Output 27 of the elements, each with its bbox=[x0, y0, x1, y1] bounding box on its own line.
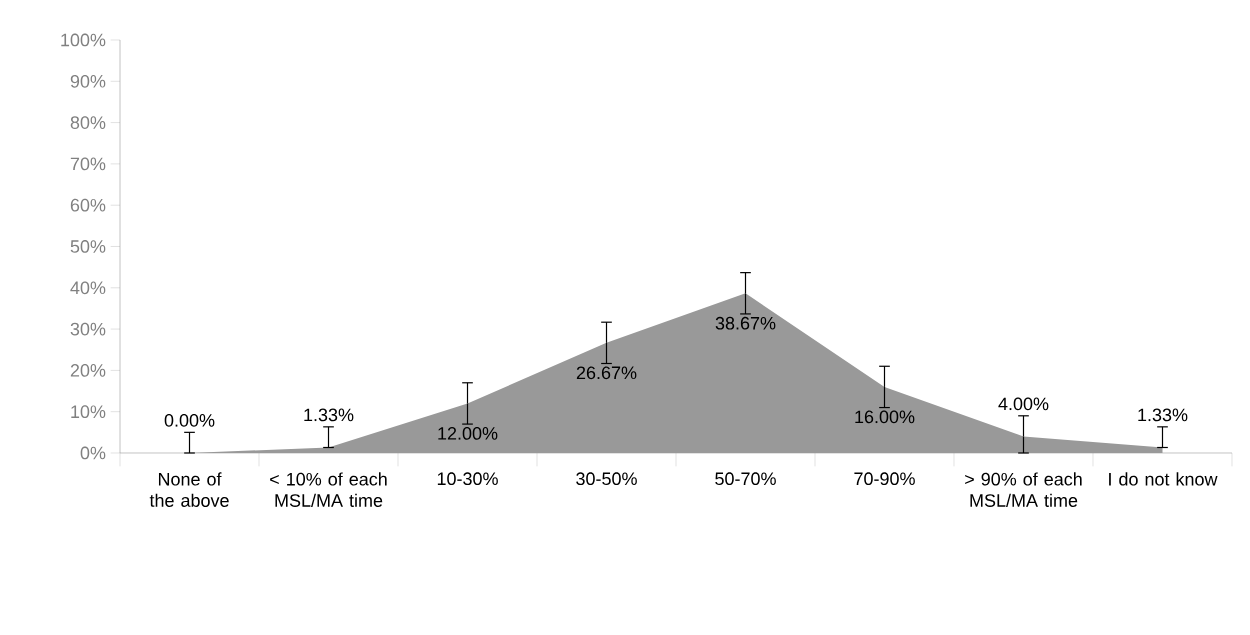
y-tick-label: 50% bbox=[70, 240, 106, 253]
data-label: 1.33% bbox=[1138, 408, 1188, 422]
x-tick-label: 70-90% bbox=[854, 472, 915, 486]
x-tick-label: > 90% of each MSL/MA time bbox=[965, 472, 1082, 507]
y-tick-label: 60% bbox=[70, 198, 106, 212]
y-tick-label: 20% bbox=[70, 364, 106, 377]
data-label: 38.67% bbox=[715, 316, 776, 330]
x-tick-label: 10-30% bbox=[437, 472, 498, 486]
y-tick-label: 90% bbox=[70, 74, 106, 88]
x-tick-label: < 10% of each MSL/MA time bbox=[270, 472, 387, 507]
data-label: 0.00% bbox=[164, 414, 215, 427]
y-tick-label: 40% bbox=[70, 281, 106, 295]
data-label: 12.00% bbox=[438, 427, 498, 440]
data-label: 1.33% bbox=[304, 408, 354, 422]
x-tick-label: 50-70% bbox=[715, 472, 776, 486]
x-tick-label: 30-50% bbox=[576, 472, 637, 486]
x-tick-label: None of the above bbox=[149, 472, 229, 507]
data-label: 4.00% bbox=[998, 397, 1049, 411]
y-tick-label: 10% bbox=[71, 405, 106, 419]
data-label: 26.67% bbox=[576, 366, 637, 380]
y-tick-label: 100% bbox=[61, 33, 106, 47]
y-tick-label: 30% bbox=[70, 322, 106, 336]
data-label: 16.00% bbox=[855, 410, 915, 424]
y-tick-label: 0% bbox=[80, 446, 106, 460]
x-tick-label: I do not know bbox=[1109, 472, 1218, 486]
y-tick-label: 80% bbox=[70, 116, 106, 129]
y-tick-label: 70% bbox=[70, 157, 106, 171]
